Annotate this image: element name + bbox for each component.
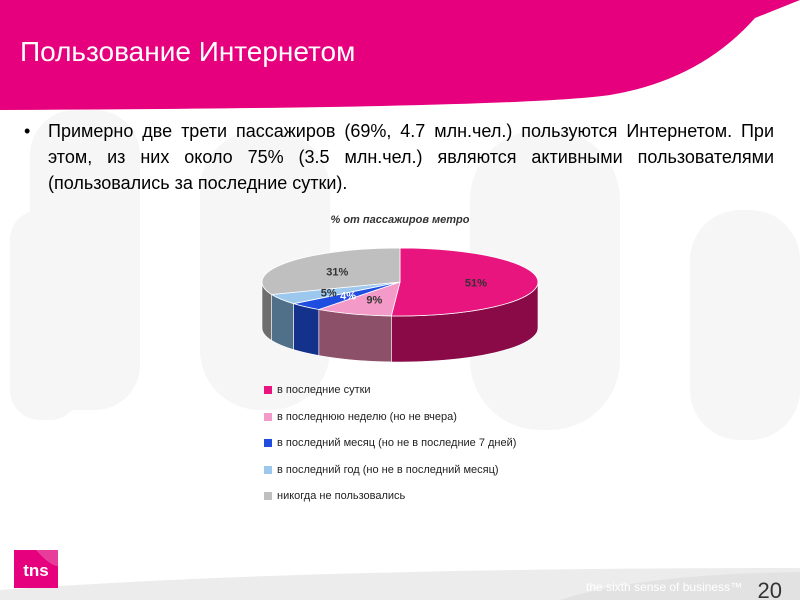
pie-slice bbox=[390, 247, 539, 317]
header-band bbox=[0, 0, 800, 110]
pie-slice-side bbox=[318, 309, 392, 363]
legend-swatch bbox=[264, 439, 272, 448]
pie-value-label: 51% bbox=[465, 278, 487, 290]
legend-swatch bbox=[264, 412, 272, 421]
bullet-text: Примерно две трети пассажиров (69%, 4.7 … bbox=[48, 121, 774, 193]
legend-item: в последнюю неделю (но не вчера) bbox=[264, 404, 604, 431]
bullet-dot: • bbox=[24, 121, 31, 141]
legend-item: в последние сутки bbox=[264, 377, 604, 404]
pie-value-label: 9% bbox=[366, 295, 382, 307]
chart-title: % от пассажиров метро bbox=[330, 214, 470, 226]
tns-logo: tns bbox=[14, 550, 58, 588]
legend-label: в последний год (но не в последний месяц… bbox=[277, 463, 499, 476]
logo-text: tns bbox=[23, 561, 49, 580]
pie-value-label: 5% bbox=[321, 287, 337, 299]
legend-swatch bbox=[264, 386, 272, 395]
pie-chart: 51% 9% 4%5% 31% bbox=[261, 247, 539, 363]
legend-item: в последний год (но не в последний месяц… bbox=[264, 457, 604, 484]
legend-item: никогда не пользовались bbox=[264, 483, 604, 510]
bullet-item: • Примерно две трети пассажиров (69%, 4.… bbox=[24, 118, 774, 196]
pie-value-label: 31% bbox=[326, 266, 348, 278]
tagline: the sixth sense of business™ bbox=[586, 580, 743, 594]
footer-band bbox=[0, 568, 800, 600]
chart-legend: в последние сутки в последнюю неделю (но… bbox=[264, 377, 604, 510]
legend-swatch bbox=[264, 492, 272, 501]
page-number: 20 bbox=[757, 578, 782, 603]
pie-slice-side bbox=[293, 303, 320, 356]
legend-label: никогда не пользовались bbox=[277, 490, 406, 503]
legend-item: в последний месяц (но не в последние 7 д… bbox=[264, 430, 604, 457]
legend-swatch bbox=[264, 465, 272, 474]
legend-label: в последний месяц (но не в последние 7 д… bbox=[277, 437, 517, 450]
pie-value-label: 4% bbox=[340, 291, 356, 303]
legend-label: в последнюю неделю (но не вчера) bbox=[277, 410, 457, 423]
legend-label: в последние сутки bbox=[277, 384, 371, 397]
pie-slice bbox=[261, 247, 401, 295]
slide-title: Пользование Интернетом bbox=[20, 36, 356, 67]
